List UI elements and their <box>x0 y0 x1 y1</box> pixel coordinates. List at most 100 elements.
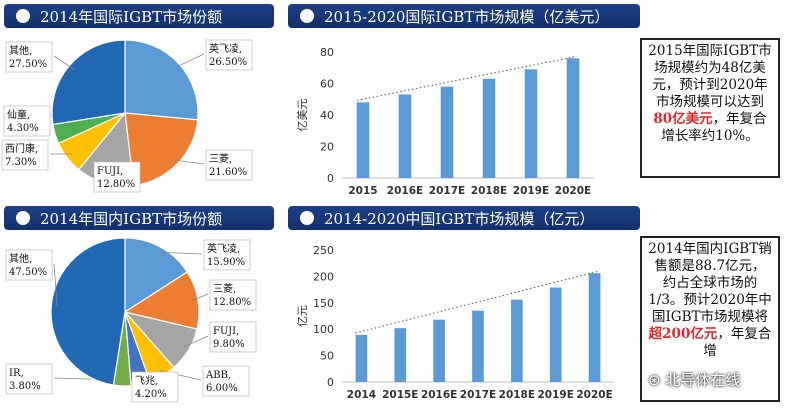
bar-2017E <box>440 86 454 178</box>
summary-highlight: 80亿美元 <box>653 111 713 127</box>
x-tick-label: 2019E <box>513 185 549 197</box>
slice-label-box <box>203 239 251 271</box>
slice-label-fairchild: 仙童, <box>7 108 30 121</box>
panel-header-intl-market: 2015-2020国际IGBT市场规模（亿美元） <box>288 4 640 28</box>
bar-2019E <box>549 287 562 382</box>
leader-line <box>191 293 209 301</box>
summary-text: 2015年国际IGBT市场规模约为48亿美元，预计到2020年市场规模可以达到 <box>648 43 772 110</box>
slice-value-other: 27.50% <box>9 59 47 70</box>
pie-slice-infineon <box>124 39 199 121</box>
slice-value-fairchild: 4.20% <box>135 389 167 400</box>
panel-title: 2014年国际IGBT市场份额 <box>40 7 223 26</box>
panel-header-cn-share: 2014年国内IGBT市场份额 <box>4 206 274 230</box>
cn-summary-box: 2014年国内IGBT销售额是88.7亿元，约占全球市场的1/3。预计2020年… <box>640 236 780 402</box>
slice-label-mitsubishi: 三菱, <box>213 283 236 295</box>
slice-label-box <box>1 139 49 171</box>
slice-label-box <box>202 365 250 397</box>
panel-header-cn-market: 2014-2020中国IGBT市场规模（亿元） <box>288 206 640 230</box>
slice-label-box <box>5 249 53 281</box>
summary-text: ，年复合增 <box>703 326 772 359</box>
slice-value-fuji: 12.80% <box>97 179 135 190</box>
bar-chart-intl-market: 0 20 40 60 80 亿美元 2015 2016E 2017E 2018E 2019E 2020… <box>296 46 594 197</box>
y-tick-label: 0 <box>327 376 334 389</box>
slice-label-fairchild: 飞兆, <box>135 375 158 387</box>
pie-slice-mitsubishi <box>123 271 200 330</box>
slice-label-box <box>205 149 253 181</box>
y-tick-label: 20 <box>320 141 334 154</box>
bar-2016E <box>398 94 412 178</box>
bar-2020E <box>566 58 580 178</box>
y-tick-label: 100 <box>313 323 334 336</box>
bar-2018E <box>482 78 496 178</box>
slice-label-box <box>3 105 51 137</box>
x-tick-label: 2016E <box>387 185 423 197</box>
panel-title: 2015-2020国际IGBT市场规模（亿美元） <box>324 7 610 26</box>
slice-label-mitsubishi: 三菱, <box>209 153 232 165</box>
slice-label-infineon: 英飞凌, <box>209 42 242 55</box>
x-tick-label: 2017E <box>460 389 496 401</box>
slice-label-ir: IR, <box>9 368 24 379</box>
x-tick-label: 2014 <box>347 389 376 401</box>
slice-label-box <box>93 161 141 193</box>
bar-chart-cn-market: 0 50 100 150 200 250 亿元 2014 2015E 2016E 2017E 2018… <box>296 244 614 401</box>
slice-value-other: 47.50% <box>9 267 47 278</box>
y-tick-label: 60 <box>320 78 334 91</box>
leader-line <box>183 335 209 348</box>
leader-line <box>174 53 205 69</box>
slice-label-box <box>5 41 53 73</box>
slice-label-fuji: FUJI, <box>97 166 123 177</box>
leader-line <box>173 159 205 165</box>
pie-slice-mitsubishi <box>124 112 199 187</box>
slice-value-fairchild: 4.30% <box>7 123 39 134</box>
bar-2016E <box>433 319 445 382</box>
pie-chart-intl-share: 英飞凌, 26.50% 三菱, 21.60% FUJI, 12.80% 西门康, 7.30% 仙… <box>1 39 253 193</box>
slice-value-ir: 3.80% <box>9 381 41 392</box>
leader-line <box>53 263 58 307</box>
slice-label-box <box>131 371 179 403</box>
intl-summary-box: 2015年国际IGBT市场规模约为48亿美元，预计到2020年市场规模可以达到8… <box>640 38 780 178</box>
slice-value-fuji: 9.80% <box>213 339 245 350</box>
y-tick-label: 80 <box>320 46 334 59</box>
bullet-icon <box>300 9 314 23</box>
y-axis-label: 亿元 <box>296 305 309 327</box>
bar-2020E <box>588 273 601 382</box>
slice-label-box <box>209 279 257 311</box>
slice-label-other: 其他, <box>9 44 32 57</box>
slice-label-box <box>205 39 253 71</box>
slice-label-infineon: 英飞凌, <box>207 242 240 255</box>
bullet-icon <box>16 211 30 225</box>
panel-title: 2014-2020中国IGBT市场规模（亿元） <box>324 209 595 228</box>
watermark-text: 北导体在线 <box>665 371 741 389</box>
x-tick-label: 2019E <box>538 389 574 401</box>
pie-slice-other <box>51 39 126 126</box>
x-tick-label: 2020E <box>555 185 591 197</box>
x-tick-label: 2015 <box>348 185 377 197</box>
y-tick-label: 50 <box>320 350 334 363</box>
slice-value-mitsubishi: 21.60% <box>209 167 247 178</box>
watermark-icon: ⊛ <box>648 371 666 389</box>
bar-2019E <box>524 69 538 178</box>
y-tick-label: 150 <box>313 297 334 310</box>
leader-line <box>53 55 75 70</box>
pie-slice-other <box>50 237 126 386</box>
x-tick-label: 2015E <box>382 389 418 401</box>
bar-2015E <box>394 328 407 382</box>
watermark: ⊛ 北导体在线 <box>648 369 740 390</box>
x-tick-label: 2017E <box>429 185 465 197</box>
bar-2017E <box>472 310 484 382</box>
bar-2018E <box>511 299 523 382</box>
y-axis-label: 亿美元 <box>296 99 309 132</box>
slice-value-mitsubishi: 12.80% <box>213 297 251 308</box>
pie-slice-infineon <box>124 237 189 314</box>
slice-label-other: 其他, <box>9 252 32 265</box>
bullet-icon <box>300 211 314 225</box>
slice-value-infineon: 26.50% <box>209 57 247 68</box>
slice-value-infineon: 15.90% <box>207 257 245 268</box>
x-tick-label: 2018E <box>499 389 535 401</box>
slice-label-box <box>209 321 257 353</box>
panel-header-intl-share: 2014年国际IGBT市场份额 <box>4 4 274 28</box>
trend-line <box>356 55 578 101</box>
x-tick-label: 2020E <box>576 389 612 401</box>
summary-highlight: 超200亿元 <box>648 326 718 342</box>
slice-label-semikron: 西门康, <box>5 142 38 155</box>
